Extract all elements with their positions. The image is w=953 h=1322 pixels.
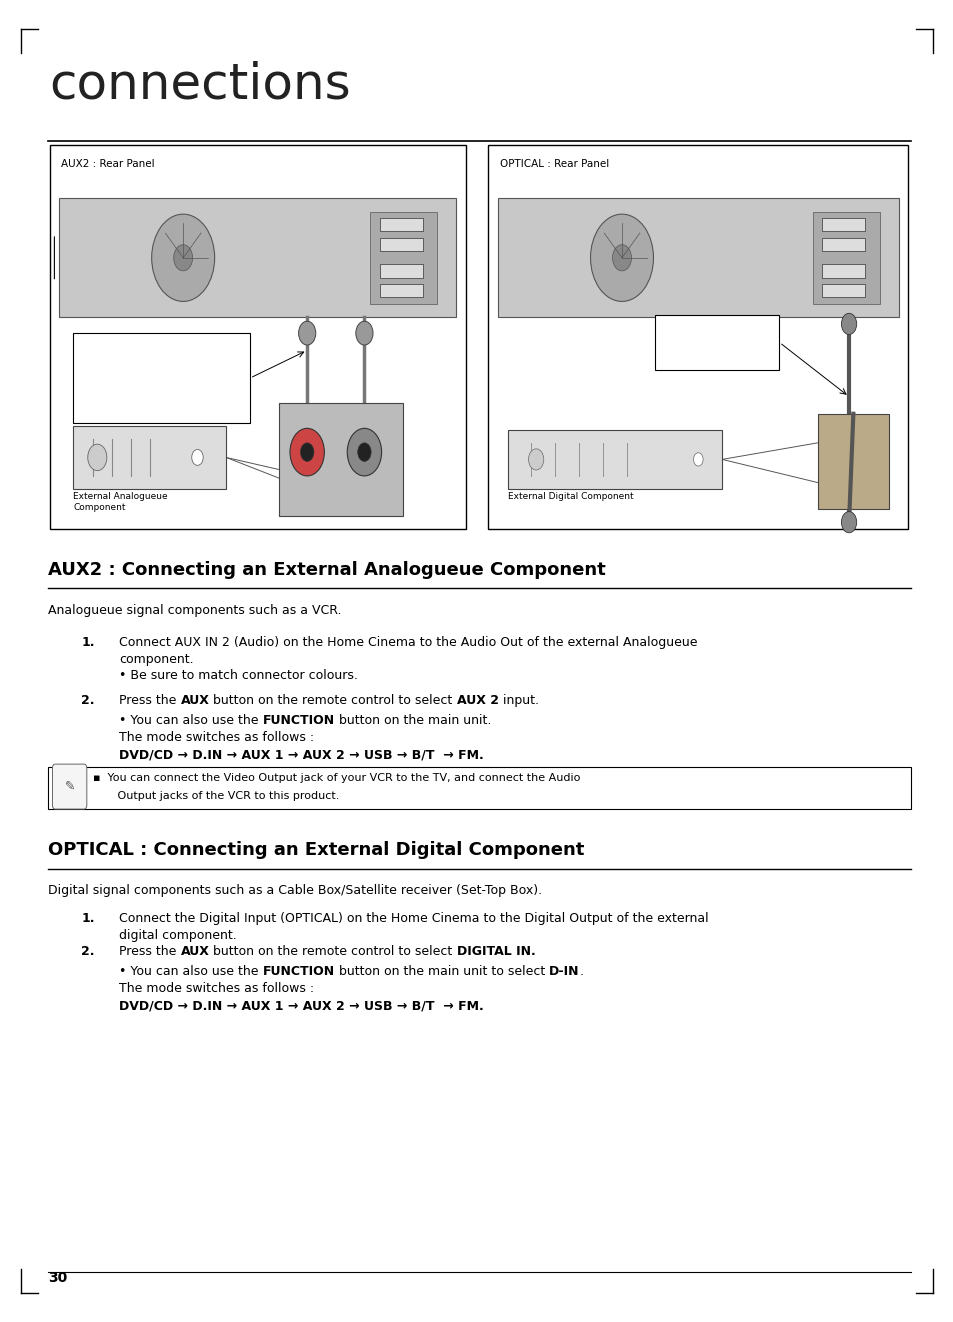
Text: Digital signal components such as a Cable Box/Satellite receiver (Set-Top Box).: Digital signal components such as a Cabl… [48, 884, 541, 898]
Text: 30: 30 [48, 1270, 67, 1285]
Circle shape [298, 321, 315, 345]
Bar [73, 333, 250, 423]
Bar [48, 767, 910, 809]
Text: External Digital Component: External Digital Component [507, 492, 633, 501]
Text: 1.: 1. [81, 636, 94, 649]
Bar [497, 198, 898, 317]
Text: button on the main unit.: button on the main unit. [335, 714, 491, 727]
Bar [379, 218, 422, 231]
Text: AUDIO OUT: AUDIO OUT [318, 498, 362, 505]
Text: Press the: Press the [119, 945, 180, 958]
Bar [488, 145, 907, 529]
Bar [50, 145, 465, 529]
Text: DVD/CD → D.IN → AUX 1 → AUX 2 → USB → B/T  → FM.: DVD/CD → D.IN → AUX 1 → AUX 2 → USB → B/… [119, 748, 483, 761]
Circle shape [841, 313, 856, 334]
Circle shape [355, 321, 373, 345]
Text: L: L [300, 485, 304, 492]
Text: input.: input. [498, 694, 538, 707]
Text: The mode switches as follows :: The mode switches as follows : [119, 731, 314, 744]
Text: button on the remote control to select: button on the remote control to select [210, 694, 456, 707]
Circle shape [152, 214, 214, 301]
Text: OPTICAL : Rear Panel: OPTICAL : Rear Panel [499, 159, 609, 169]
Circle shape [357, 443, 371, 461]
Text: DIGITAL IN.: DIGITAL IN. [456, 945, 535, 958]
Text: .: . [579, 965, 583, 978]
Bar [821, 238, 864, 251]
Circle shape [612, 245, 631, 271]
Text: AUX: AUX [180, 945, 210, 958]
Text: Optical Cable
(not supplied): Optical Cable (not supplied) [664, 321, 718, 341]
Bar [379, 284, 422, 297]
Text: R: R [367, 485, 371, 492]
Bar [73, 426, 226, 489]
Text: 2.: 2. [81, 694, 94, 707]
Text: AUX2 : Connecting an External Analogueue Component: AUX2 : Connecting an External Analogueue… [48, 561, 605, 579]
Text: FUNCTION: FUNCTION [262, 714, 335, 727]
Text: Audio Cable (not supplied)
If the external Analogueue
component has only one Aud: Audio Cable (not supplied) If the extern… [81, 341, 203, 385]
Circle shape [528, 448, 543, 471]
Text: OPTICAL : Connecting an External Digital Component: OPTICAL : Connecting an External Digital… [48, 841, 583, 859]
Circle shape [300, 443, 314, 461]
FancyBboxPatch shape [52, 764, 87, 809]
Circle shape [192, 449, 203, 465]
Text: Analogueue signal components such as a VCR.: Analogueue signal components such as a V… [48, 604, 341, 617]
Circle shape [290, 428, 324, 476]
Text: External Analogueue
Component: External Analogueue Component [73, 492, 168, 512]
Text: • You can also use the: • You can also use the [119, 965, 262, 978]
Text: DIGITAL OUT: DIGITAL OUT [833, 496, 872, 501]
Text: AUX2 : Rear Panel: AUX2 : Rear Panel [61, 159, 154, 169]
Text: connections: connections [50, 61, 351, 108]
Bar [821, 284, 864, 297]
Bar [821, 264, 864, 278]
Text: Press the: Press the [119, 694, 180, 707]
Circle shape [693, 452, 702, 467]
Bar [821, 218, 864, 231]
Circle shape [841, 512, 856, 533]
Bar [817, 414, 888, 509]
Bar [278, 403, 402, 516]
Bar [812, 212, 879, 304]
Text: AUX 2: AUX 2 [456, 694, 498, 707]
Text: ✎: ✎ [64, 780, 75, 793]
Text: ▪  You can connect the Video Output jack of your VCR to the TV, and connect the : ▪ You can connect the Video Output jack … [93, 773, 580, 784]
Text: 2.: 2. [81, 945, 94, 958]
Text: Output jacks of the VCR to this product.: Output jacks of the VCR to this product. [93, 791, 339, 801]
Text: button on the remote control to select: button on the remote control to select [210, 945, 456, 958]
Text: FUNCTION: FUNCTION [262, 965, 335, 978]
Bar [379, 238, 422, 251]
Text: AUX: AUX [180, 694, 210, 707]
Text: Connect the Digital Input (OPTICAL) on the Home Cinema to the Digital Output of : Connect the Digital Input (OPTICAL) on t… [119, 912, 708, 943]
Circle shape [88, 444, 107, 471]
Bar [370, 212, 436, 304]
Circle shape [347, 428, 381, 476]
Bar [379, 264, 422, 278]
Text: • Be sure to match connector colours.: • Be sure to match connector colours. [119, 669, 357, 682]
Bar [59, 198, 456, 317]
Bar [655, 315, 779, 370]
Bar [507, 430, 721, 489]
Text: The mode switches as follows :: The mode switches as follows : [119, 982, 314, 995]
Text: D-IN: D-IN [549, 965, 579, 978]
Text: • You can also use the: • You can also use the [119, 714, 262, 727]
Text: Connect AUX IN 2 (Audio) on the Home Cinema to the Audio Out of the external Ana: Connect AUX IN 2 (Audio) on the Home Cin… [119, 636, 697, 666]
Text: DVD/CD → D.IN → AUX 1 → AUX 2 → USB → B/T  → FM.: DVD/CD → D.IN → AUX 1 → AUX 2 → USB → B/… [119, 999, 483, 1013]
Circle shape [590, 214, 653, 301]
Text: button on the main unit to select: button on the main unit to select [335, 965, 549, 978]
Circle shape [173, 245, 193, 271]
Text: 1.: 1. [81, 912, 94, 925]
